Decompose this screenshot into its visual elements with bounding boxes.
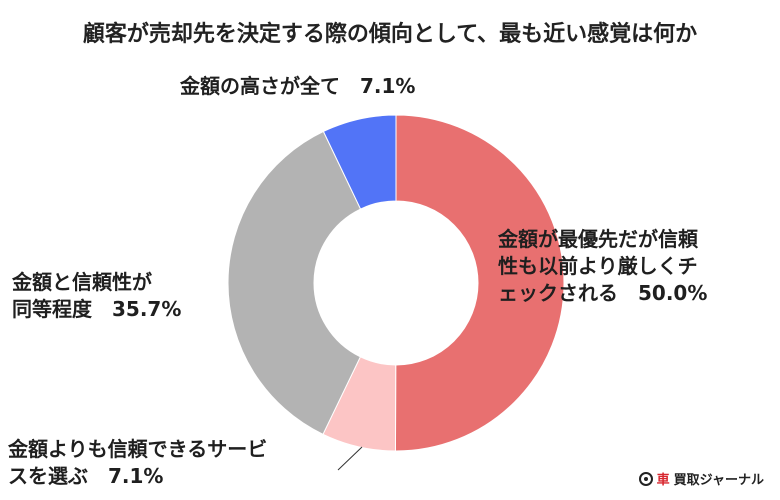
- slice-label-line: スを選ぶ 7.1%: [8, 464, 164, 488]
- slice-label-line: 性も以前より厳しくチ: [498, 254, 698, 278]
- slice-equal: [227, 130, 362, 435]
- chart-title: 顧客が売却先を決定する際の傾向として、最も近い感覚は何か: [82, 22, 698, 47]
- slice-label-line: 金額が最優先だが信頼: [498, 227, 698, 251]
- logo-accent-text: 車: [656, 473, 670, 488]
- slice-label-price-priority: 金額が最優先だが信頼 性も以前より厳しくチ ェックされる 50.0%: [498, 226, 707, 307]
- logo-text: 買取ジャーナル: [673, 473, 764, 488]
- leader-line: [337, 446, 363, 471]
- slice-price-priority: [394, 114, 565, 452]
- brand-logo: 車 買取ジャーナル: [638, 469, 764, 488]
- slice-label-line: 同等程度 35.7%: [12, 297, 182, 321]
- slice-label-price-only: 金額の高さが全て 7.1%: [180, 73, 415, 100]
- logo-circle-icon: [638, 471, 653, 486]
- slice-label-equal: 金額と信頼性が 同等程度 35.7%: [12, 269, 181, 323]
- slice-label-line: 金額と信頼性が: [12, 270, 152, 294]
- slice-label-line: ェックされる 50.0%: [498, 281, 708, 305]
- slice-label-line: 金額の高さが全て 7.1%: [180, 74, 416, 98]
- slice-price-only: [322, 114, 397, 210]
- slice-label-line: 金額よりも信頼できるサービ: [8, 437, 268, 461]
- slice-label-trust-service: 金額よりも信頼できるサービ スを選ぶ 7.1%: [8, 436, 267, 490]
